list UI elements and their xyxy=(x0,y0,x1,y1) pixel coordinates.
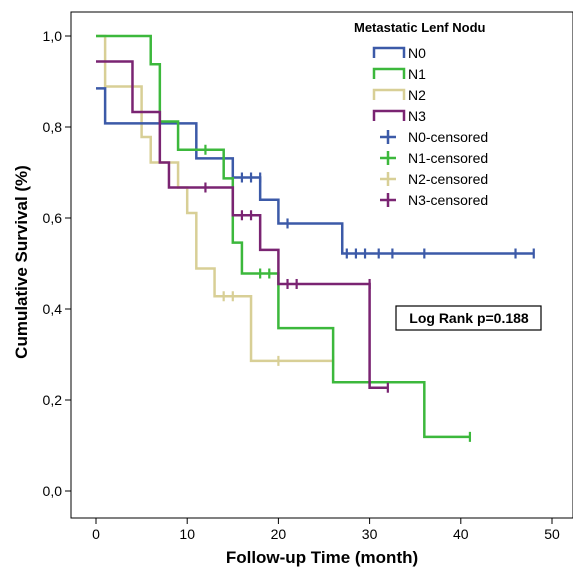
annotation-text: Log Rank p=0.188 xyxy=(409,310,529,326)
legend-label-n2-censored: N2-censored xyxy=(408,171,488,187)
x-tick-label: 20 xyxy=(271,526,287,542)
log-rank-annotation: Log Rank p=0.188 xyxy=(395,305,542,331)
series-n3-line xyxy=(96,60,388,389)
legend-label-n3: N3 xyxy=(408,108,426,124)
y-tick-label: 1,0 xyxy=(43,28,63,44)
y-tick-label: 0,8 xyxy=(43,119,63,135)
axes: 0 10 20 30 40 50 0,0 0,2 0,4 0,6 0,8 1,0 xyxy=(43,28,560,542)
y-tick-label: 0,0 xyxy=(43,483,63,499)
legend-swatch-n3-censored xyxy=(380,193,396,207)
legend-swatch-n3 xyxy=(372,109,406,121)
x-tick-label: 30 xyxy=(362,526,378,542)
legend-label-n3-censored: N3-censored xyxy=(408,192,488,208)
plot-area xyxy=(70,11,573,519)
annotation-box xyxy=(395,305,542,331)
x-tick-label: 50 xyxy=(544,526,560,542)
legend-swatch-n0 xyxy=(372,46,406,58)
legend-label-n2: N2 xyxy=(408,87,426,103)
series-n0-line xyxy=(96,87,534,255)
y-tick-label: 0,6 xyxy=(43,210,63,226)
series-layer xyxy=(96,34,535,442)
y-axis-title: Cumulative Survival (%) xyxy=(12,165,31,359)
legend-swatch-n0-censored xyxy=(380,130,396,144)
x-tick-label: 0 xyxy=(92,526,100,542)
legend-label-n1-censored: N1-censored xyxy=(408,150,488,166)
legend-swatch-n1-censored xyxy=(380,151,396,165)
legend-swatch-n2-censored xyxy=(380,172,396,186)
x-axis-title: Follow-up Time (month) xyxy=(226,548,418,567)
legend-swatch-n2 xyxy=(372,88,406,100)
legend-title: Metastatic Lenf Nodu xyxy=(354,20,486,35)
legend-swatch-n1 xyxy=(372,67,406,79)
legend-label-n1: N1 xyxy=(408,66,426,82)
x-tick-label: 10 xyxy=(179,526,195,542)
y-tick-label: 0,2 xyxy=(43,392,63,408)
x-tick-label: 40 xyxy=(453,526,469,542)
legend: Metastatic Lenf Nodu N0 N1 N2 N3 N0-censored… xyxy=(354,20,488,208)
legend-label-n0-censored: N0-censored xyxy=(408,129,488,145)
legend-label-n0: N0 xyxy=(408,45,426,61)
y-tick-label: 0,4 xyxy=(43,301,63,317)
